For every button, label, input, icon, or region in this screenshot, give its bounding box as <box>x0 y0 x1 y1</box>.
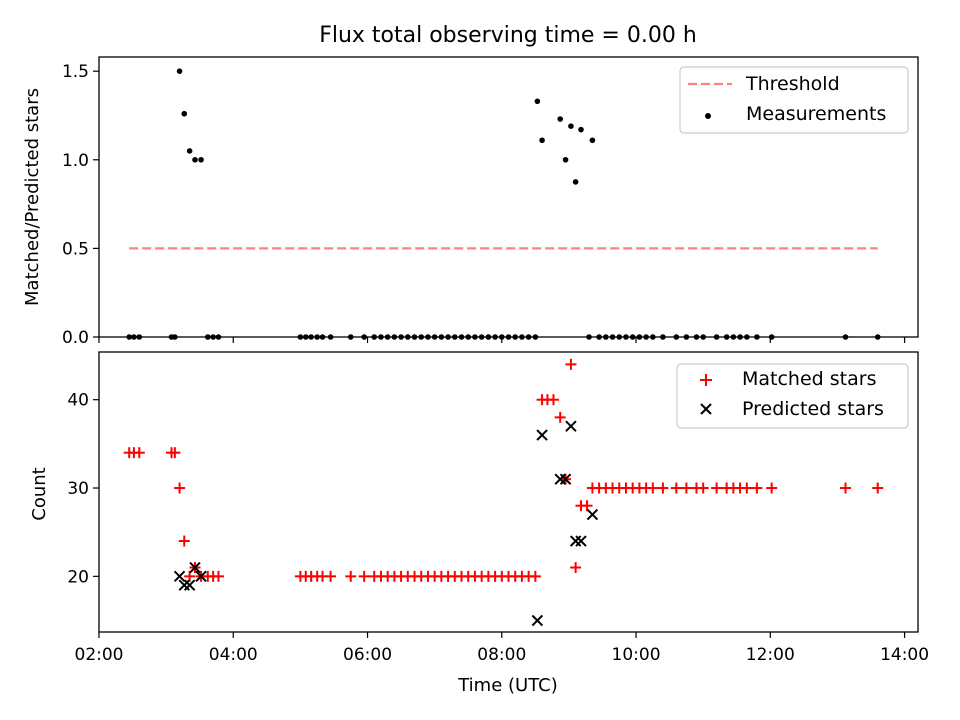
bottom-ticks: 20 30 40 02:00 04:00 06:00 08:00 10:00 12:00 14:0… <box>67 391 929 665</box>
y-tick-label: 30 <box>67 479 89 499</box>
predicted-star-point <box>586 508 599 521</box>
matched-star-point <box>872 482 884 494</box>
measurement-point <box>176 68 183 74</box>
legend-matched-label: Matched stars <box>742 368 876 390</box>
measurement-point <box>181 110 188 117</box>
predicted-star-point <box>565 420 577 432</box>
y-tick-label: 0.5 <box>62 239 89 259</box>
measurement-point <box>562 156 569 163</box>
predicted-star-point <box>195 570 207 583</box>
matched-star-point <box>184 570 196 582</box>
measurement-point <box>186 148 193 154</box>
measurement-point <box>198 156 204 163</box>
bottom-plot-frame <box>98 351 919 633</box>
predicted-star-point <box>173 570 186 583</box>
legend-measurements-swatch <box>705 113 711 119</box>
measurement-point <box>568 123 574 129</box>
matched-star-point <box>345 570 357 582</box>
y-tick-label: 40 <box>67 391 89 411</box>
bottom-panel: Count Time (UTC) 20 30 40 02:00 04:00 06:00 08… <box>29 351 929 696</box>
x-tick-label: 14:00 <box>880 645 929 665</box>
bottom-legend: Matched stars Predicted stars <box>676 363 909 429</box>
predicted-star-point <box>189 561 201 574</box>
matched-star-point <box>178 535 190 547</box>
matched-star-point <box>212 570 224 582</box>
bottom-y-axis-label: Count <box>29 467 50 520</box>
measurement-point <box>572 179 579 185</box>
x-axis-label: Time (UTC) <box>457 675 558 696</box>
matched-star-point <box>581 500 593 512</box>
bottom-legend-box <box>676 363 909 429</box>
matched-star-point <box>711 482 723 494</box>
matched-star-point <box>565 358 577 370</box>
top-plot-frame <box>98 56 919 338</box>
matched-star-point <box>547 394 559 406</box>
matched-star-point <box>554 411 566 423</box>
measurement-point <box>578 126 584 133</box>
matched-star-point <box>174 482 186 494</box>
matched-star-point <box>529 570 541 582</box>
matched-star-point <box>751 482 763 494</box>
matched-star-point <box>358 570 370 582</box>
predicted-star-point <box>569 535 582 547</box>
predicted-star-point <box>531 614 544 627</box>
y-tick-label: 1.5 <box>62 62 89 82</box>
matched-star-point <box>657 482 669 494</box>
y-tick-label: 20 <box>67 567 89 587</box>
measurement-point <box>557 116 563 122</box>
chart-title: Flux total observing time = 0.00 h <box>319 23 697 48</box>
legend-predicted-swatch <box>700 403 712 415</box>
matched-star-point <box>766 482 778 494</box>
y-tick-label: 0.0 <box>62 328 89 348</box>
top-legend-box <box>679 66 909 134</box>
matched-star-point <box>670 482 682 494</box>
top-panel: Flux total observing time = 0.00 h Match… <box>22 23 919 348</box>
top-ticks: 0.0 0.5 1.0 1.5 <box>62 62 906 348</box>
predicted-star-point <box>183 579 196 591</box>
measurement-point <box>539 137 545 144</box>
y-tick-label: 1.0 <box>62 151 89 171</box>
top-y-axis-label: Matched/Predicted stars <box>22 88 43 306</box>
predicted-star-point <box>559 473 572 485</box>
matched-star-point <box>133 447 145 459</box>
x-tick-label: 06:00 <box>343 645 392 665</box>
matched-star-point <box>697 482 709 494</box>
bottom-marks <box>123 358 884 627</box>
x-tick-label: 04:00 <box>209 645 258 665</box>
predicted-star-point <box>575 535 587 547</box>
matched-star-point <box>169 447 181 459</box>
legend-measurements-label: Measurements <box>746 103 886 125</box>
x-tick-label: 10:00 <box>612 645 661 665</box>
x-tick-label: 08:00 <box>477 645 526 665</box>
legend-predicted-label: Predicted stars <box>742 398 884 420</box>
legend-threshold-label: Threshold <box>745 73 840 95</box>
top-legend: Threshold Measurements <box>679 66 909 134</box>
matched-star-point <box>741 482 753 494</box>
matched-star-point <box>325 570 337 582</box>
x-tick-label: 12:00 <box>746 645 795 665</box>
matched-star-point <box>570 562 582 574</box>
predicted-star-point <box>536 429 548 441</box>
measurement-point <box>589 137 596 144</box>
matched-star-point <box>839 482 851 494</box>
measurement-point <box>534 98 541 105</box>
matched-star-point <box>647 482 659 494</box>
predicted-star-point <box>178 579 190 591</box>
x-tick-label: 02:00 <box>75 645 124 665</box>
legend-matched-swatch <box>700 374 712 386</box>
measurement-point <box>192 156 198 163</box>
matched-star-point <box>680 482 692 494</box>
